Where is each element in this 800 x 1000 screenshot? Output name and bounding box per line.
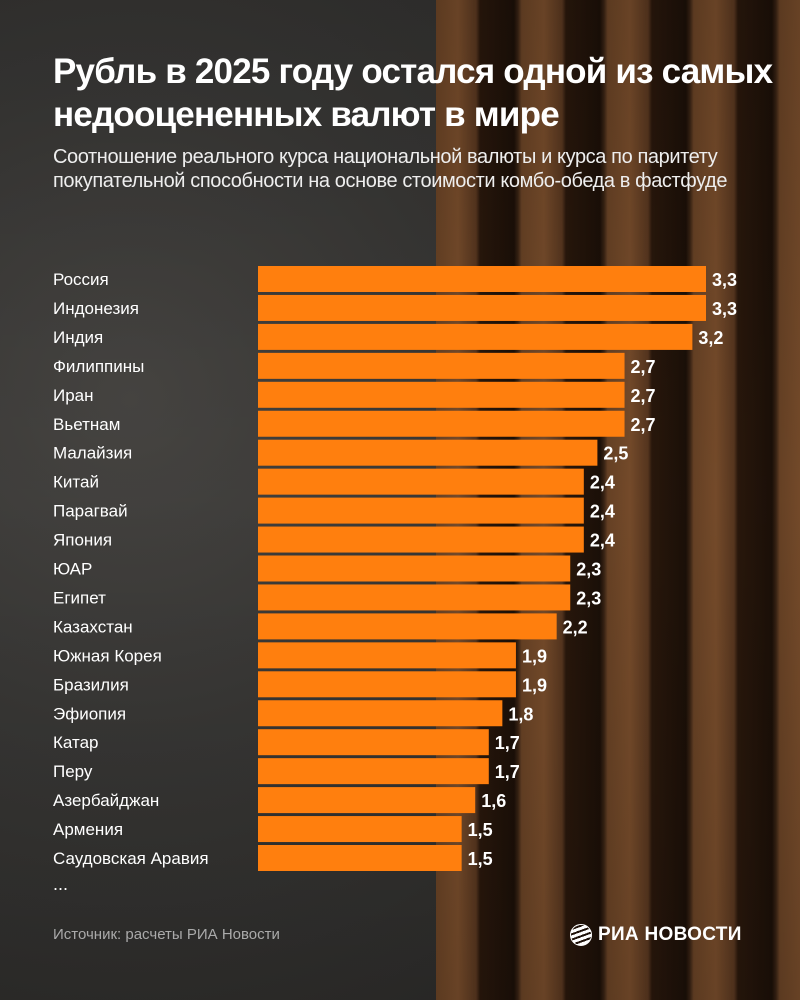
category-label: ЮАР bbox=[53, 560, 92, 579]
category-label: Казахстан bbox=[53, 617, 133, 636]
category-label: Иран bbox=[53, 386, 94, 405]
category-label: Индия bbox=[53, 328, 103, 347]
bar bbox=[258, 642, 516, 669]
bar bbox=[258, 410, 625, 437]
value-label: 2,4 bbox=[590, 502, 615, 522]
value-label: 2,4 bbox=[590, 473, 615, 493]
bar bbox=[258, 671, 516, 698]
category-label: Перу bbox=[53, 762, 93, 781]
ria-novosti-logo: РИА НОВОСТИ bbox=[570, 924, 742, 946]
category-label: Малайзия bbox=[53, 444, 132, 463]
bar bbox=[258, 787, 476, 814]
category-label: Египет bbox=[53, 588, 106, 607]
bar bbox=[258, 816, 462, 843]
value-label: 1,9 bbox=[522, 646, 547, 666]
value-label: 3,3 bbox=[712, 299, 737, 319]
bar bbox=[258, 758, 489, 785]
category-label: Китай bbox=[53, 473, 99, 492]
category-label: Япония bbox=[53, 531, 112, 550]
value-label: 1,6 bbox=[481, 791, 506, 811]
bar bbox=[258, 266, 706, 292]
value-label: 1,9 bbox=[522, 675, 547, 695]
value-label: 1,8 bbox=[508, 704, 533, 724]
bar bbox=[258, 323, 693, 350]
category-label: Саудовская Аравия bbox=[53, 849, 209, 868]
category-label: Индонезия bbox=[53, 299, 139, 318]
bar bbox=[258, 294, 706, 321]
bar bbox=[258, 613, 557, 640]
bar bbox=[258, 352, 625, 379]
value-label: 1,5 bbox=[468, 820, 493, 840]
value-label: 1,5 bbox=[468, 849, 493, 869]
value-label: 2,4 bbox=[590, 531, 615, 551]
source-note: Источник: расчеты РИА Новости bbox=[53, 926, 280, 943]
value-label: 1,7 bbox=[495, 762, 520, 782]
category-label: Парагвай bbox=[53, 502, 128, 521]
more-ellipsis: ... bbox=[53, 874, 69, 894]
category-label: Армения bbox=[53, 820, 123, 839]
bar bbox=[258, 700, 503, 727]
value-label: 1,7 bbox=[495, 733, 520, 753]
bar bbox=[258, 468, 584, 495]
value-label: 2,3 bbox=[576, 588, 601, 608]
value-label: 3,2 bbox=[698, 328, 723, 348]
bar bbox=[258, 555, 571, 582]
value-label: 3,3 bbox=[712, 270, 737, 290]
globe-icon bbox=[570, 924, 592, 946]
value-label: 2,5 bbox=[603, 444, 628, 464]
category-label: Вьетнам bbox=[53, 415, 120, 434]
category-label: Катар bbox=[53, 733, 99, 752]
value-label: 2,7 bbox=[631, 357, 656, 377]
value-label: 2,2 bbox=[563, 617, 588, 637]
category-label: Россия bbox=[53, 270, 109, 289]
logo-text: РИА НОВОСТИ bbox=[598, 924, 742, 945]
category-label: Бразилия bbox=[53, 675, 129, 694]
bar bbox=[258, 845, 462, 871]
chart-subtitle: Соотношение реального курса национальной… bbox=[53, 146, 728, 192]
bar bbox=[258, 584, 571, 611]
bar bbox=[258, 439, 598, 466]
bar bbox=[258, 526, 584, 553]
bar bbox=[258, 497, 584, 524]
category-label: Азербайджан bbox=[53, 791, 159, 810]
bar bbox=[258, 729, 489, 756]
chart-title: Рубль в 2025 году остался одной из самых… bbox=[53, 52, 773, 134]
category-label: Филиппины bbox=[53, 357, 144, 376]
value-label: 2,7 bbox=[631, 415, 656, 435]
category-label: Эфиопия bbox=[53, 704, 126, 723]
value-label: 2,3 bbox=[576, 560, 601, 580]
value-label: 2,7 bbox=[631, 386, 656, 406]
bar bbox=[258, 381, 625, 408]
category-label: Южная Корея bbox=[53, 646, 162, 665]
